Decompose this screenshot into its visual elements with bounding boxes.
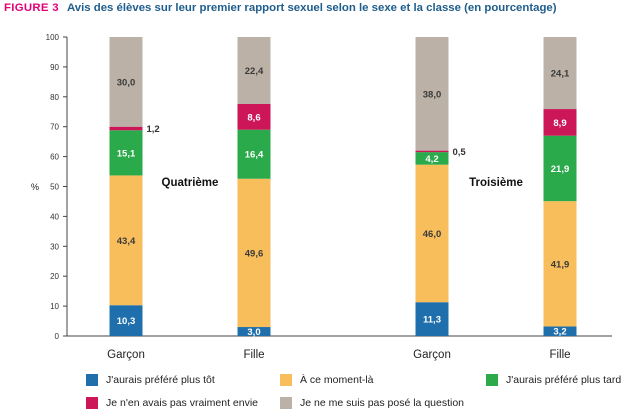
data-label: 38,0: [423, 89, 442, 100]
bar-segment: [237, 103, 271, 130]
x-category-label: Fille: [549, 349, 570, 361]
stacked-bar-chart: 0 10 20 30 40 50 60 70 80 90 100% 10,3 43,4 15,1 1,2 30…: [31, 33, 612, 361]
data-label: 8,6: [247, 112, 260, 123]
bar-segment: [415, 37, 449, 151]
bar-segment: [543, 135, 577, 202]
data-label: 43,4: [117, 236, 136, 247]
y-tick-label: 30: [50, 242, 59, 251]
chart-title: Avis des élèves sur leur premier rapport…: [66, 2, 557, 14]
legend-label: Je n'en avais pas vraiment envie: [106, 397, 259, 409]
x-category-label: Fille: [243, 349, 264, 361]
y-tick-label: 50: [50, 183, 59, 192]
data-label: 3,2: [553, 327, 566, 338]
y-tick-label: 100: [46, 33, 60, 42]
bar-segment: [415, 164, 449, 303]
y-tick-label: 10: [50, 302, 59, 311]
legend-item: Je n'en avais pas vraiment envie: [86, 397, 258, 409]
y-tick-label: 0: [55, 332, 60, 341]
legend-label: Je ne me suis pas posé la question: [300, 397, 465, 409]
legend-swatch: [280, 374, 292, 386]
data-label: 22,4: [245, 66, 264, 77]
legend-item: À ce moment-là: [280, 374, 374, 386]
legend-label: J'aurais préféré plus tôt: [106, 374, 215, 386]
y-tick-label: 90: [50, 63, 59, 72]
bar-segment: [543, 326, 577, 336]
x-category-label: Garçon: [413, 349, 451, 361]
data-label: 24,1: [551, 69, 570, 80]
data-label: 15,1: [117, 148, 136, 159]
legend-item: J'aurais préféré plus tard: [486, 374, 621, 386]
legend-swatch: [86, 374, 98, 386]
data-label: 4,2: [425, 154, 438, 165]
y-tick-label: 60: [50, 153, 59, 162]
bar-segment: [109, 175, 143, 306]
y-tick-label: 70: [50, 123, 59, 132]
bar-segment: [109, 305, 143, 336]
chart-title-row: FIGURE 3 Avis des élèves sur leur premier…: [4, 2, 628, 18]
y-tick-label: 40: [50, 212, 59, 221]
y-tick-label: 20: [50, 272, 59, 281]
legend-label: À ce moment-là: [300, 374, 374, 386]
data-label: 8,9: [553, 118, 566, 129]
data-label: 21,9: [551, 164, 570, 175]
legend-label: J'aurais préféré plus tard: [506, 374, 622, 386]
legend-swatch: [280, 397, 292, 409]
data-label: 46,0: [423, 229, 442, 240]
data-label: 3,0: [247, 327, 260, 338]
legend-swatch: [86, 397, 98, 409]
bar-segment: [109, 130, 143, 176]
figure-label: FIGURE 3: [4, 2, 59, 14]
bar-segment: [109, 126, 143, 131]
bar-segment: [237, 327, 271, 336]
bar-segment: [415, 152, 449, 165]
bar-segment: [415, 150, 449, 153]
data-label: 10,3: [117, 316, 136, 327]
bar-segment: [237, 129, 271, 179]
data-label: 1,2: [147, 124, 160, 135]
bar-segment: [109, 37, 143, 127]
data-label: 16,4: [245, 150, 264, 161]
legend-item: J'aurais préféré plus tôt: [86, 374, 215, 386]
legend-swatch: [486, 374, 498, 386]
bar-segment: [543, 37, 577, 110]
data-label: 0,5: [453, 147, 467, 158]
bar-segment: [237, 37, 271, 104]
data-label: 49,6: [245, 248, 264, 259]
panel-label: Quatrième: [162, 177, 219, 189]
chart-legend: J'aurais préféré plus tôt À ce moment-là J…: [0, 372, 630, 418]
data-label: 30,0: [117, 77, 136, 88]
y-axis-label: %: [31, 182, 39, 192]
bar-segment: [237, 178, 271, 328]
bar-segment: [543, 201, 577, 327]
bar-segment: [415, 302, 449, 336]
bar-segment: [543, 109, 577, 136]
data-label: 41,9: [551, 259, 570, 270]
y-tick-label: 80: [50, 93, 59, 102]
panel-label: Troisième: [469, 177, 523, 189]
data-label: 11,3: [423, 315, 441, 326]
legend-item: Je ne me suis pas posé la question: [280, 397, 464, 409]
x-category-label: Garçon: [107, 349, 145, 361]
